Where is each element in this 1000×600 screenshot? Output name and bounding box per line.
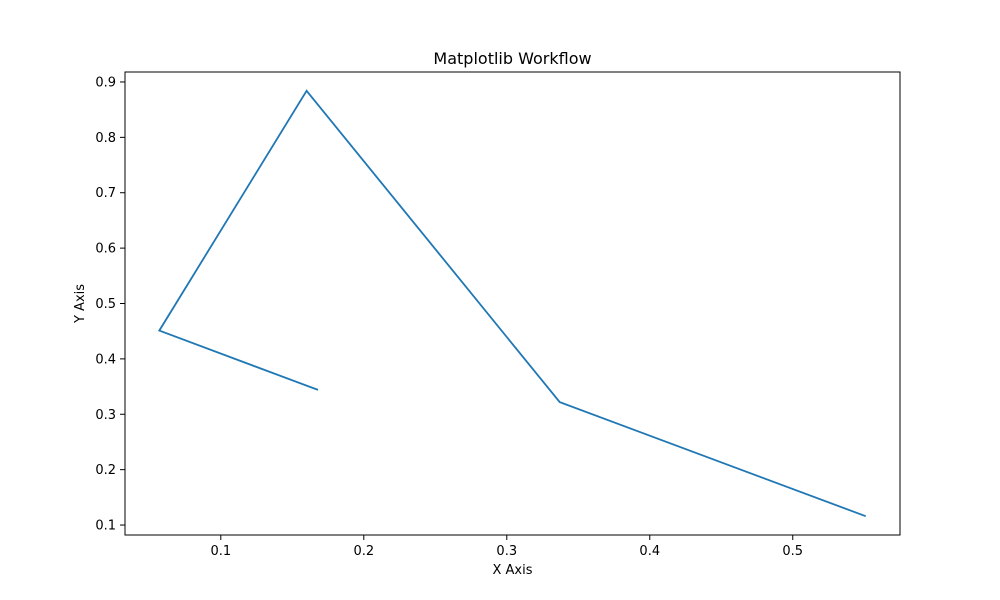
y-axis-label: Y Axis — [73, 284, 88, 324]
y-tick-label: 0.1 — [95, 519, 116, 534]
x-axis: 0.1 0.2 0.3 0.4 0.5 — [210, 535, 803, 559]
y-tick-label: 0.4 — [95, 352, 116, 367]
y-tick-label: 0.2 — [95, 463, 116, 478]
y-tick-label: 0.9 — [95, 75, 116, 90]
x-tick-label: 0.1 — [210, 544, 231, 559]
y-axis: 0.1 0.2 0.3 0.4 0.5 0.6 0.7 0.8 0.9 — [95, 75, 125, 534]
x-tick-label: 0.2 — [353, 544, 374, 559]
y-tick-label: 0.6 — [95, 242, 116, 257]
x-axis-label: X Axis — [492, 563, 532, 578]
chart-title: Matplotlib Workflow — [433, 49, 591, 68]
x-tick-label: 0.4 — [639, 544, 660, 559]
series-layer — [157, 89, 867, 518]
y-tick-label: 0.7 — [95, 186, 116, 201]
x-tick-label: 0.3 — [496, 544, 517, 559]
plot-frame — [124, 71, 901, 536]
y-tick-label: 0.3 — [95, 408, 116, 423]
y-tick-label: 0.5 — [95, 297, 116, 312]
x-tick-label: 0.5 — [782, 544, 803, 559]
y-tick-label: 0.8 — [95, 131, 116, 146]
series-line-0 — [157, 89, 867, 518]
